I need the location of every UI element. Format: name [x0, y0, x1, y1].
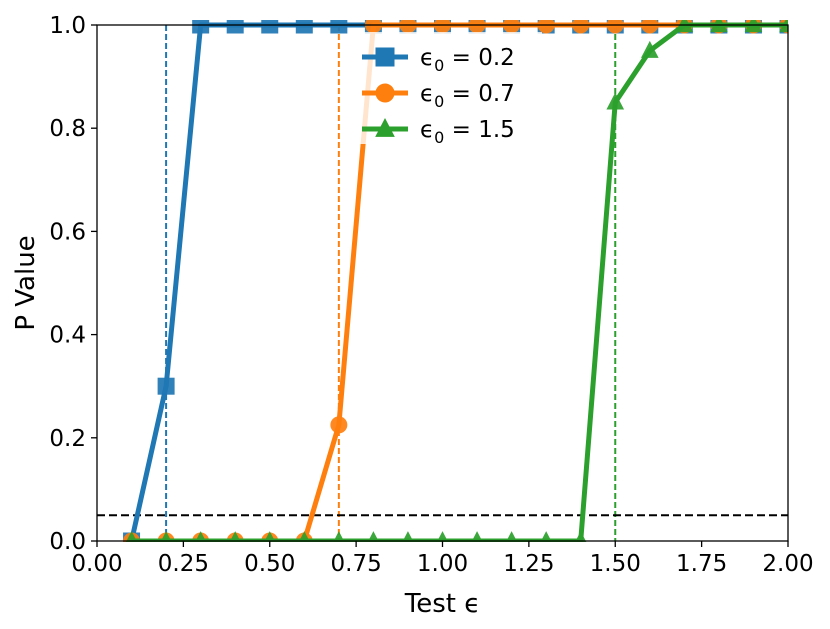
data-point-2	[264, 531, 276, 542]
data-point-2	[640, 40, 659, 58]
data-point-1	[330, 416, 348, 434]
x-axis-label: Test ϵ	[404, 589, 480, 619]
data-point-2	[333, 531, 345, 542]
legend-marker-1	[375, 83, 395, 103]
x-tick-label: 1.50	[590, 551, 641, 577]
legend-marker-2	[375, 118, 395, 137]
x-tick-label: 0.00	[71, 551, 122, 577]
x-tick-label: 0.25	[158, 551, 209, 577]
data-point-2	[779, 20, 788, 33]
legend: ϵ0 = 0.2 ϵ0 = 0.7 ϵ0 = 1.5	[352, 32, 542, 147]
data-point-2	[402, 531, 414, 542]
y-axis-label: P Value	[11, 235, 41, 330]
data-point-2	[744, 20, 763, 33]
legend-label-1: ϵ0 = 0.7	[420, 81, 515, 111]
y-tick-label: 0.0	[49, 529, 86, 555]
x-tick-label: 2.00	[762, 551, 813, 577]
data-point-2	[540, 531, 552, 542]
x-tick-label: 1.00	[417, 551, 468, 577]
data-point-2	[229, 531, 241, 542]
data-point-2	[575, 531, 587, 542]
legend-label-2: ϵ0 = 1.5	[420, 117, 515, 147]
data-point-2	[194, 531, 207, 542]
data-point-2	[505, 531, 518, 542]
x-tick-label: 0.75	[331, 551, 382, 577]
data-point-2	[436, 531, 449, 542]
data-point-2	[125, 531, 138, 542]
x-tick-label: 1.75	[676, 551, 727, 577]
data-point-2	[298, 531, 310, 542]
legend-label-0: ϵ0 = 0.2	[420, 45, 515, 75]
y-tick-label: 0.4	[49, 323, 86, 349]
data-point-2	[471, 531, 483, 542]
x-tick-label: 0.50	[244, 551, 295, 577]
data-point-2	[675, 20, 694, 33]
legend-marker-0	[375, 47, 395, 67]
data-point-2	[710, 20, 728, 33]
y-tick-label: 0.2	[49, 426, 86, 452]
data-point-2	[606, 92, 625, 110]
data-point-2	[367, 531, 380, 542]
data-point-0	[157, 377, 175, 395]
x-tick-label: 1.25	[503, 551, 554, 577]
y-tick-label: 0.8	[49, 116, 86, 142]
data-point-2	[160, 531, 172, 542]
y-tick-label: 1.0	[49, 13, 86, 39]
y-tick-label: 0.6	[49, 219, 86, 245]
